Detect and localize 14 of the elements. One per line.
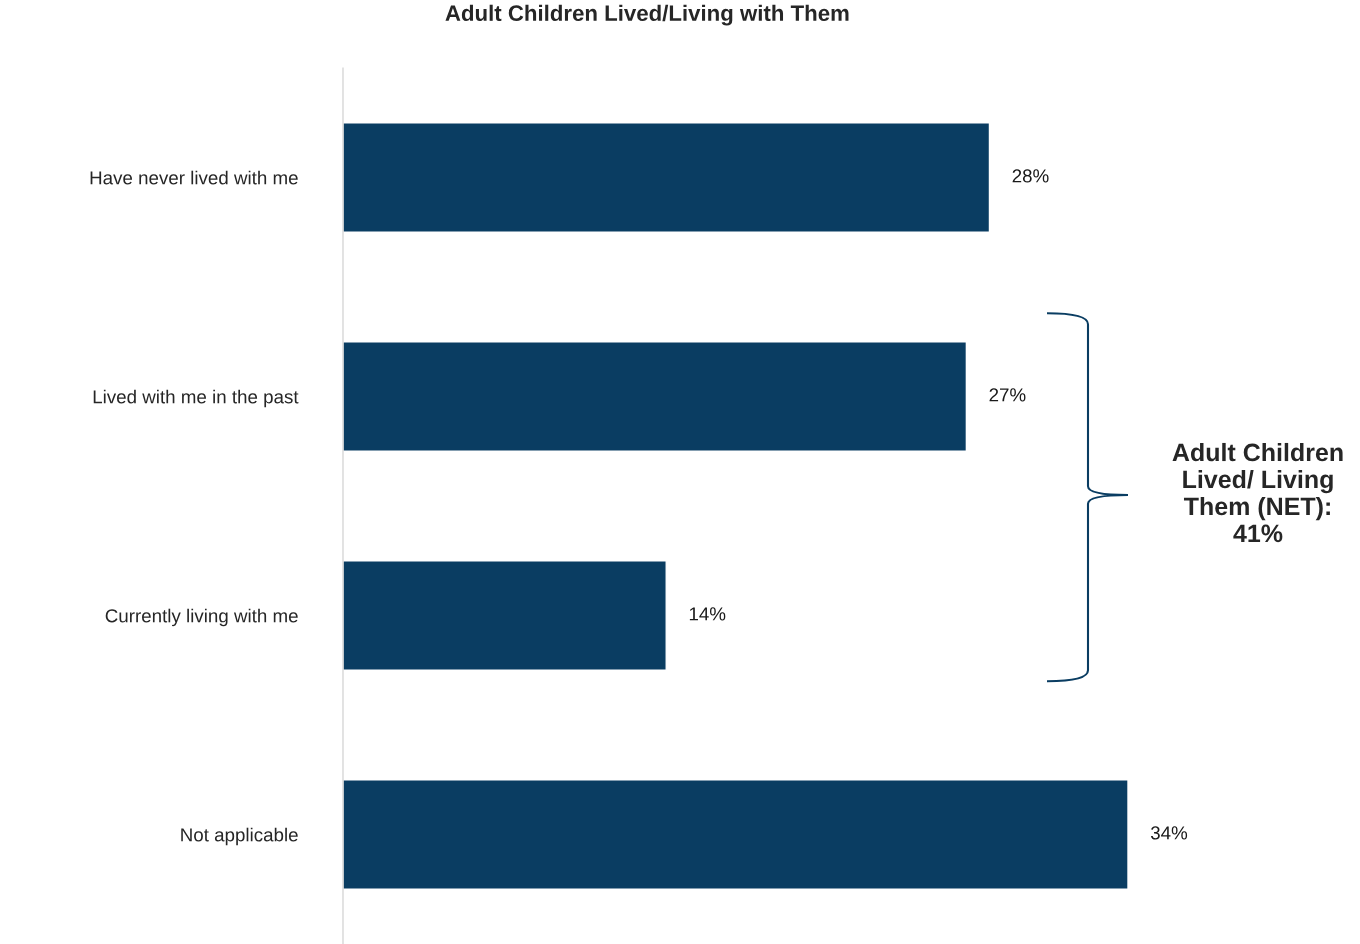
- data-label: 28%: [1012, 169, 1049, 183]
- y-tick-label: Currently living with me: [105, 608, 298, 627]
- y-tick-label: Lived with me in the past: [93, 389, 299, 408]
- data-label: 34%: [1150, 826, 1188, 840]
- bar: [343, 122, 991, 233]
- bar: [343, 341, 968, 452]
- chart-title: Adult Children Lived/Living with Them: [445, 4, 849, 26]
- bar: [343, 560, 667, 671]
- data-label: 27%: [989, 388, 1026, 402]
- text: Adult Children Lived/ Living Them (NET): 41%: [1172, 442, 1343, 543]
- bar: [343, 779, 1128, 890]
- data-label: 14%: [689, 607, 726, 621]
- y-tick-label: Have never lived with me: [90, 170, 298, 185]
- y-tick-label: Not applicable: [181, 827, 298, 846]
